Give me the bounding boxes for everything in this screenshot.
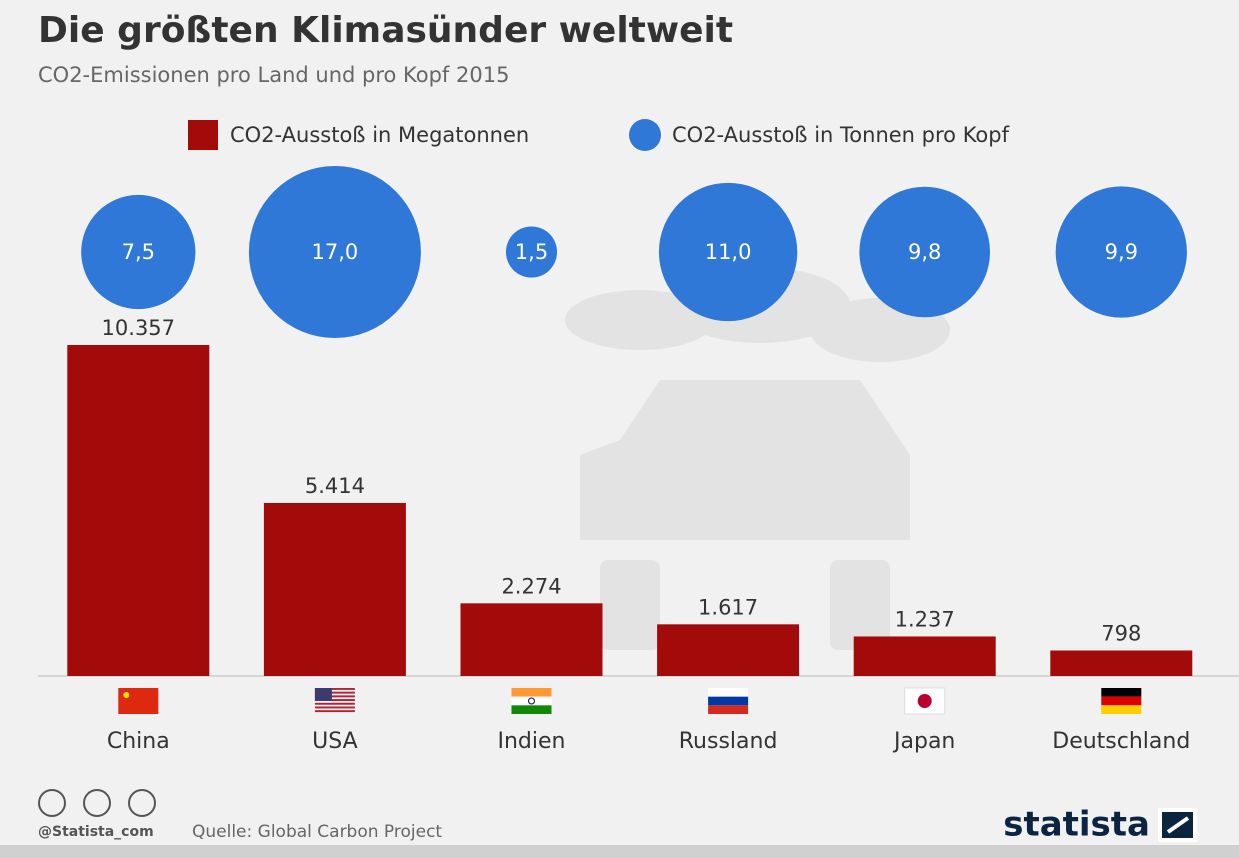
credit: @Statista_com (38, 824, 154, 840)
bar-value-label: 1.617 (698, 595, 758, 619)
brand-icon (1158, 808, 1197, 842)
flag (314, 688, 355, 690)
legend-label: CO2-Ausstoß in Tonnen pro Kopf (672, 123, 1010, 147)
flag (708, 688, 749, 697)
flag (511, 705, 552, 714)
bar-value-label: 5.414 (305, 474, 365, 498)
brand-logo: statista (1003, 805, 1150, 845)
bar (853, 636, 996, 676)
bar-value-label: 798 (1101, 621, 1141, 645)
cc-icons (38, 789, 156, 817)
bar-value-label: 1.237 (895, 607, 955, 631)
x-tick-label: China (107, 729, 170, 754)
x-tick-label: Japan (892, 729, 955, 754)
x-tick-label: USA (312, 729, 358, 754)
flag (511, 688, 552, 697)
flag (314, 688, 332, 701)
flag (118, 688, 159, 714)
flag (917, 694, 932, 708)
legend-label: CO2-Ausstoß in Megatonnen (230, 123, 529, 147)
bubble (1055, 186, 1187, 318)
chart-title: Die größten Klimasünder weltweit (38, 10, 733, 51)
flag (1101, 688, 1142, 697)
flag (1101, 696, 1142, 706)
flag (314, 699, 355, 701)
flag (1101, 705, 1142, 714)
bubble (81, 194, 196, 310)
bar-value-label: 2.274 (501, 574, 561, 598)
flag (314, 691, 355, 694)
bar (657, 624, 800, 676)
flag (511, 696, 552, 706)
bubble (859, 186, 990, 318)
bubble (658, 182, 798, 322)
flag (314, 695, 355, 698)
bar (1050, 650, 1193, 676)
bar (67, 345, 210, 676)
source: Quelle: Global Carbon Project (192, 822, 442, 842)
x-tick-label: Indien (498, 729, 566, 754)
bubble-value-label: 9,9 (1105, 240, 1138, 264)
legend-swatch (629, 119, 661, 151)
bar (263, 502, 406, 676)
x-tick-label: Russland (679, 729, 778, 754)
bubble-value-label: 9,8 (908, 240, 941, 264)
bubble (248, 166, 421, 338)
flag (528, 697, 535, 705)
bar (460, 603, 603, 676)
flag (708, 696, 749, 706)
flag (314, 710, 355, 713)
bubble-value-label: 17,0 (312, 240, 359, 264)
bar-value-label: 10.357 (102, 316, 175, 340)
legend-swatch (188, 120, 218, 150)
flag (708, 705, 749, 714)
flag (123, 692, 130, 698)
flag (314, 702, 355, 705)
x-tick-label: Deutschland (1052, 729, 1190, 754)
flag (314, 706, 355, 709)
bubble-value-label: 7,5 (122, 240, 155, 264)
bubble-value-label: 1,5 (515, 240, 548, 264)
bubble-value-label: 11,0 (705, 240, 752, 264)
bubble (505, 226, 558, 278)
chart-subtitle: CO2-Emissionen pro Land und pro Kopf 201… (38, 63, 509, 87)
bottom-bar (0, 845, 1239, 858)
